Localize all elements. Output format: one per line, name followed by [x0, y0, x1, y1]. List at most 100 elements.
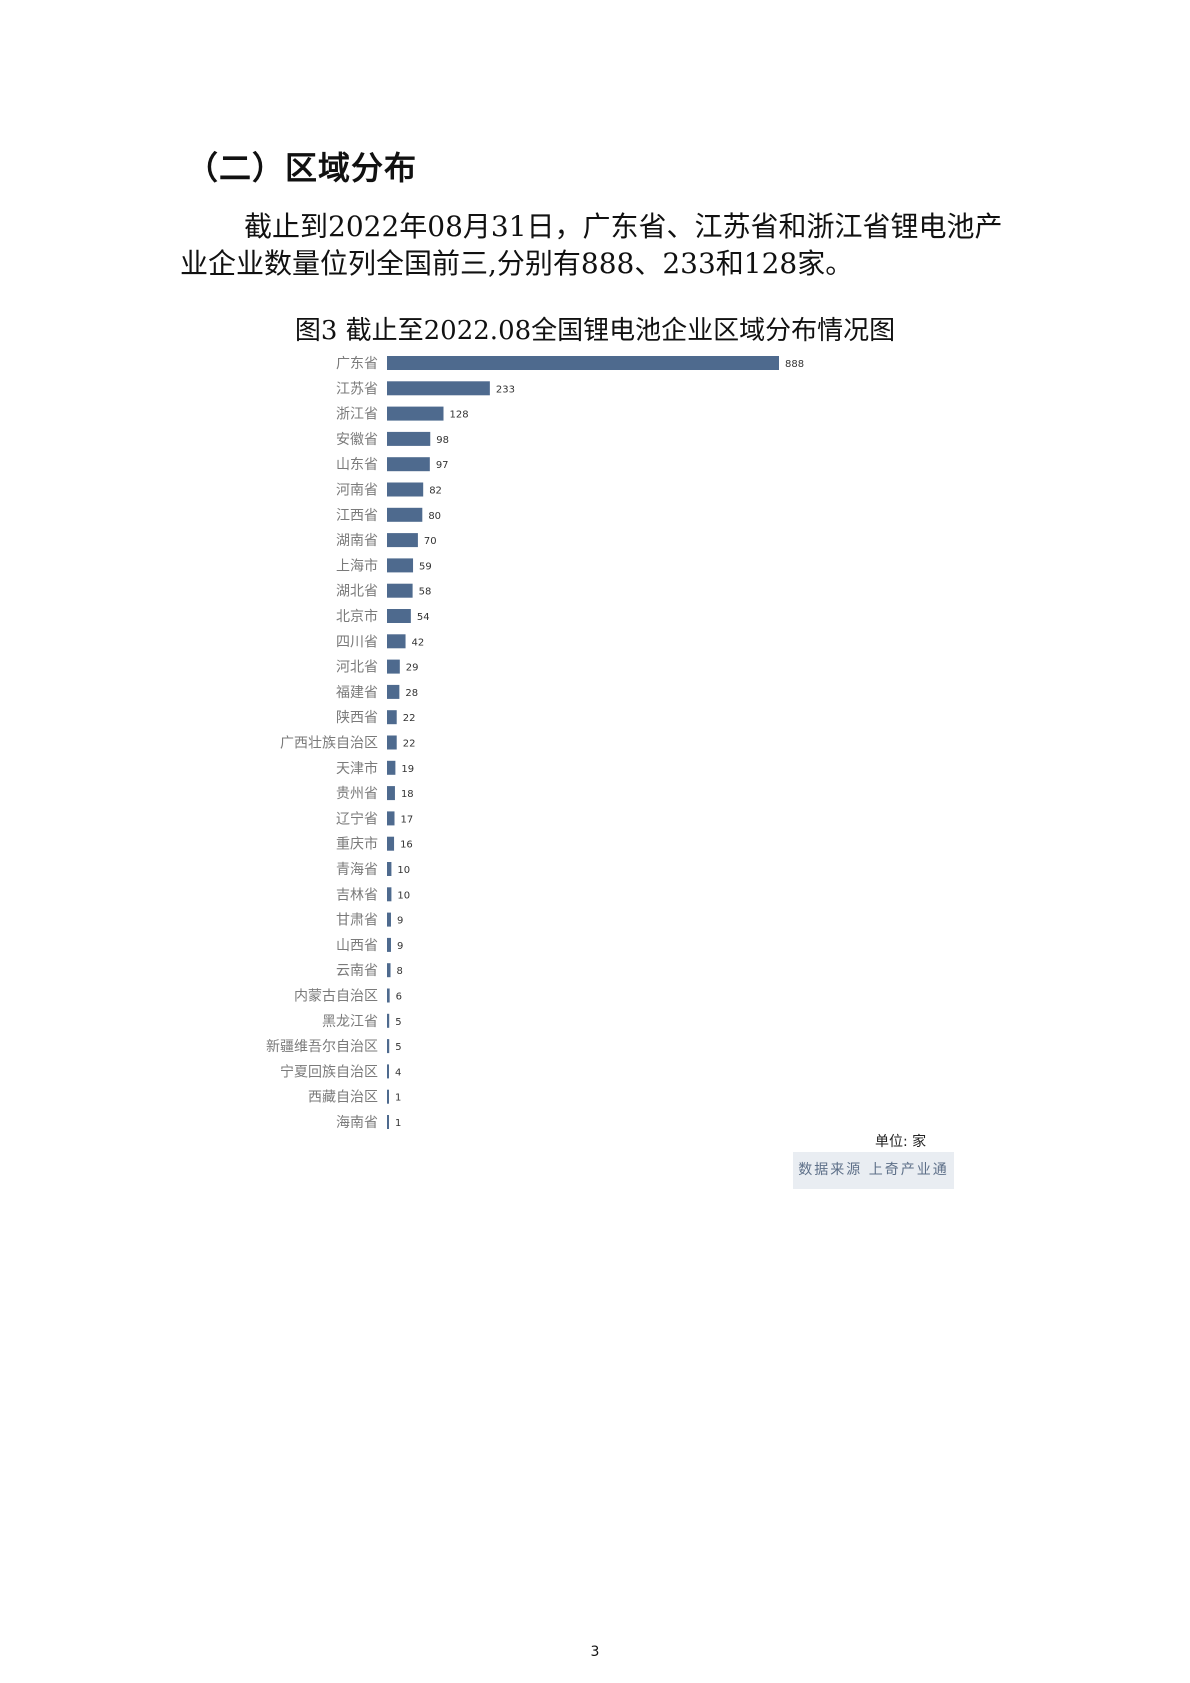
bar — [387, 963, 391, 978]
bar — [387, 887, 392, 902]
category-label: 福建省 — [336, 685, 378, 701]
bar — [387, 811, 395, 826]
category-label: 湖北省 — [336, 584, 378, 600]
bar — [387, 558, 414, 573]
category-label: 陕西省 — [336, 710, 378, 726]
category-label: 天津市 — [336, 760, 378, 777]
category-label: 广东省 — [336, 356, 378, 372]
value-label: 9 — [397, 916, 403, 927]
value-label: 58 — [419, 587, 432, 598]
bar — [387, 609, 411, 623]
value-label: 5 — [395, 1042, 401, 1053]
category-label: 四川省 — [336, 634, 378, 650]
bar — [387, 1115, 389, 1129]
section-heading: （二）区域分布 — [186, 149, 418, 187]
value-label: 28 — [405, 688, 418, 699]
bar — [387, 760, 396, 775]
value-label: 59 — [419, 561, 432, 572]
category-label: 甘肃省 — [336, 913, 378, 929]
value-label: 6 — [396, 992, 402, 1003]
value-label: 233 — [496, 384, 515, 395]
category-label: 海南省 — [336, 1115, 378, 1131]
bar — [387, 406, 444, 421]
category-label: 河北省 — [336, 660, 378, 676]
bar — [387, 862, 392, 876]
value-label: 22 — [403, 739, 416, 750]
bar — [387, 1039, 390, 1054]
category-label: 宁夏回族自治区 — [280, 1063, 378, 1080]
category-label: 黑龙江省 — [322, 1014, 378, 1030]
bar — [387, 482, 424, 497]
value-label: 10 — [397, 865, 410, 876]
source-badge: 数据来源 上奇产业通 — [793, 1152, 954, 1189]
value-label: 1 — [395, 1093, 401, 1104]
category-label: 新疆维吾尔自治区 — [266, 1039, 378, 1055]
bar — [387, 659, 400, 674]
bar — [387, 735, 397, 750]
bar — [387, 786, 395, 801]
bar — [387, 533, 418, 548]
value-label: 82 — [429, 486, 442, 497]
bar — [387, 507, 423, 522]
category-label: 河南省 — [336, 483, 378, 499]
category-label: 青海省 — [336, 862, 378, 878]
value-label: 128 — [450, 410, 469, 421]
category-label: 云南省 — [336, 963, 378, 979]
category-label: 北京市 — [336, 608, 378, 625]
bar — [387, 381, 490, 396]
category-label: 上海市 — [336, 557, 378, 574]
value-label: 97 — [436, 460, 449, 471]
category-label: 湖南省 — [336, 533, 378, 549]
bar — [387, 1089, 389, 1104]
body-paragraph: 截止到2022年08月31日，广东省、江苏省和浙江省锂电池产业企业数量位列全国前… — [180, 210, 1003, 280]
value-label: 5 — [395, 1017, 401, 1028]
value-label: 4 — [395, 1067, 401, 1078]
bar — [387, 431, 431, 446]
value-label: 98 — [436, 435, 449, 446]
category-label: 内蒙古自治区 — [294, 989, 378, 1005]
category-label: 西藏自治区 — [308, 1090, 378, 1106]
value-label: 70 — [424, 536, 437, 547]
bar — [387, 988, 390, 1003]
category-label: 山西省 — [336, 938, 378, 954]
value-label: 42 — [412, 637, 425, 648]
bar — [387, 912, 391, 927]
bar — [387, 356, 779, 370]
category-label: 安徽省 — [336, 432, 378, 448]
bar — [387, 836, 395, 851]
value-label: 888 — [785, 359, 804, 370]
category-label: 吉林省 — [336, 887, 378, 903]
value-label: 16 — [400, 840, 413, 851]
bar — [387, 1013, 390, 1028]
bar — [387, 583, 413, 598]
page-number: 3 — [590, 1644, 600, 1660]
value-label: 22 — [403, 713, 416, 724]
value-label: 17 — [401, 814, 414, 825]
bar — [387, 937, 391, 952]
category-label: 贵州省 — [336, 786, 378, 802]
value-label: 54 — [417, 612, 430, 623]
value-label: 9 — [397, 941, 403, 952]
category-label: 山东省 — [336, 457, 378, 473]
value-label: 80 — [428, 511, 441, 522]
value-label: 18 — [401, 789, 414, 800]
category-label: 浙江省 — [336, 407, 378, 423]
category-label: 广西壮族自治区 — [280, 736, 378, 752]
category-label: 江西省 — [336, 508, 378, 524]
bar — [387, 710, 397, 725]
category-label: 江苏省 — [336, 381, 378, 397]
bar — [387, 1064, 389, 1079]
value-label: 8 — [397, 966, 403, 977]
value-label: 29 — [406, 663, 419, 674]
unit-label: 单位: 家 — [875, 1134, 927, 1150]
bar — [387, 457, 430, 472]
value-label: 1 — [395, 1118, 401, 1129]
value-label: 10 — [397, 890, 410, 901]
category-label: 辽宁省 — [336, 810, 378, 827]
value-label: 19 — [401, 764, 414, 775]
bar — [387, 684, 400, 699]
category-label: 重庆市 — [336, 836, 378, 853]
chart-title: 图3 截止至2022.08全国锂电池企业区域分布情况图 — [294, 316, 896, 346]
bar — [387, 634, 406, 649]
